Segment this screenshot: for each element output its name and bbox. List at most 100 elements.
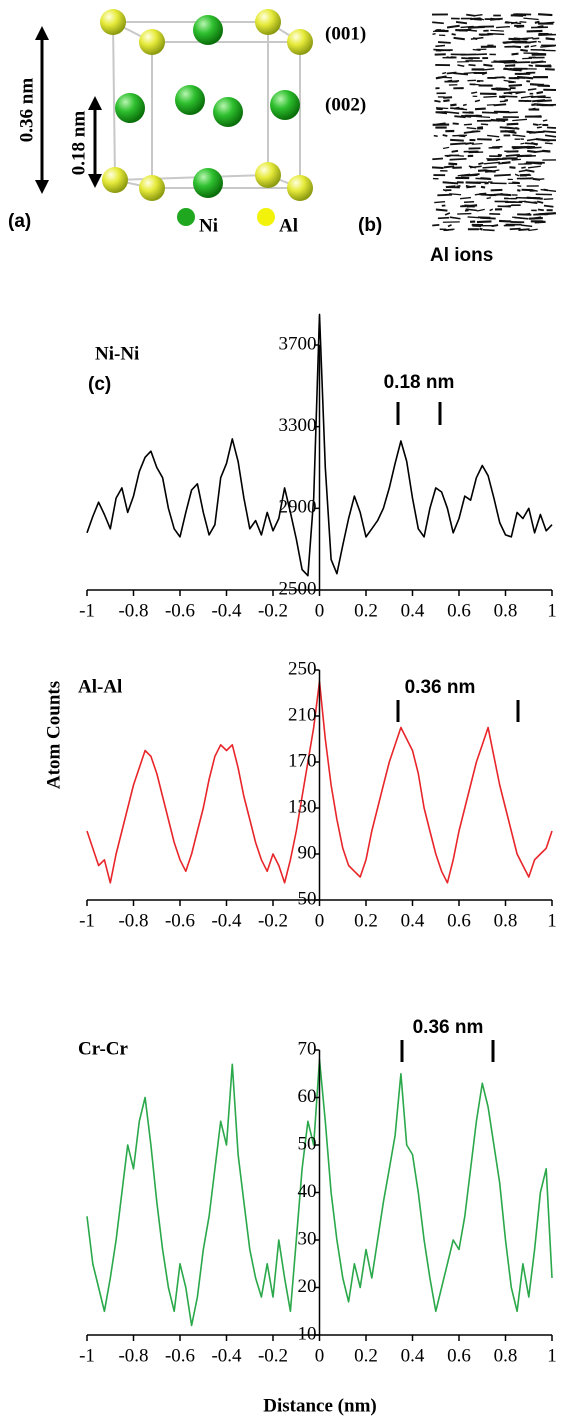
y-tick-label: 2500 [279,578,317,599]
ion-streak [463,123,472,126]
x-tick-label: 0.6 [447,1345,471,1366]
ion-streak [529,130,545,134]
ion-streak [512,118,528,122]
ion-streak [477,126,484,129]
ion-streak [520,177,534,180]
ion-streak [530,220,545,224]
ion-streak [509,166,516,169]
ion-streak [504,126,520,130]
ion-streak [544,134,557,138]
x-axis-title: Distance (nm) [263,1395,376,1416]
ion-streak [451,33,456,36]
ion-streak [467,216,480,219]
ion-streak [454,115,466,119]
ion-streak [433,48,451,52]
ion-streak [529,216,542,220]
ion-streak [474,107,486,111]
ion-streak [526,138,537,142]
x-tick-label: 0.2 [354,910,378,931]
dimension-label: 0.36 nm [16,78,37,143]
x-tick-label: -0.8 [118,1345,148,1366]
ion-streak [442,181,459,185]
ion-streak [493,103,507,107]
ion-streak [480,123,489,126]
x-tick-label: 0 [315,1345,325,1366]
ion-streak [472,48,481,52]
y-tick-label: 70 [298,1038,317,1059]
ion-streak [498,161,511,165]
ion-streak [450,103,457,107]
ion-streak [461,205,475,208]
y-tick-label: 2900 [279,497,317,518]
y-tick-label: 30 [298,1228,317,1249]
x-tick-label: -1 [79,1345,95,1366]
ion-streak [473,83,485,86]
y-tick-label: 130 [288,796,317,817]
ion-streak [463,130,479,134]
ion-streak [514,216,529,220]
ion-streak [523,17,539,21]
ion-streak [536,200,544,204]
ion-streak [536,91,544,95]
y-tick-label: 3700 [279,333,317,354]
ion-streak [528,228,538,232]
panel-label: (b) [358,215,382,236]
ion-map: (b) Al ions [358,13,557,266]
x-tick-label: 0 [315,910,325,931]
ion-streak [468,165,477,169]
ion-streak [490,29,504,32]
ion-streak [478,162,484,165]
x-tick-label: 0.2 [354,600,378,621]
ion-streak [443,96,453,99]
ion-streak [460,196,472,200]
ion-streak [442,134,448,137]
ion-streak [506,64,516,67]
ion-streak [487,32,505,36]
ion-streak [532,37,540,40]
ion-streak [534,20,540,24]
atoms [100,9,313,201]
ion-streak [438,41,451,44]
x-tick-label: 0.8 [494,910,518,931]
ion-streak [509,227,521,231]
ion-streak [532,99,546,103]
ion-streak [520,48,528,52]
x-tick-label: 0.4 [401,1345,425,1366]
ion-streak [537,25,544,28]
y-tick-label: 90 [298,842,317,863]
ion-streak [502,76,506,79]
ion-streak [456,184,461,188]
ion-streak [505,153,520,157]
legend-label: Ni [199,215,218,236]
ion-streak [474,99,481,103]
y-tick-label: 170 [288,750,317,771]
ion-streak [516,75,534,80]
ion-streak [502,204,514,208]
ion-streak [530,107,536,111]
ion-streak [515,196,533,200]
x-tick-label: 0 [315,600,325,621]
ion-streak [529,83,541,86]
ion-streak [480,216,496,220]
x-tick-label: -0.2 [258,1345,288,1366]
ion-streak [496,25,510,29]
ion-streak [518,169,526,173]
ion-streak [489,17,503,21]
y-tick-label: 50 [298,1133,317,1154]
ion-streak [503,68,517,72]
ion-streak [542,119,548,122]
ion-streak [511,52,519,56]
ion-streak [453,36,465,41]
plane-label: (001) [325,23,366,44]
ion-streak [457,64,465,67]
x-tick-label: 0.6 [447,600,471,621]
ion-streak [474,193,481,196]
ion-streak [466,185,476,189]
ion-streak [455,20,468,25]
ion-streak [506,150,519,153]
ion-streak [543,204,554,208]
ion-streak [448,162,458,166]
x-tick-label: -0.8 [118,910,148,931]
ion-streak [433,29,445,33]
ion-streak [438,76,452,79]
